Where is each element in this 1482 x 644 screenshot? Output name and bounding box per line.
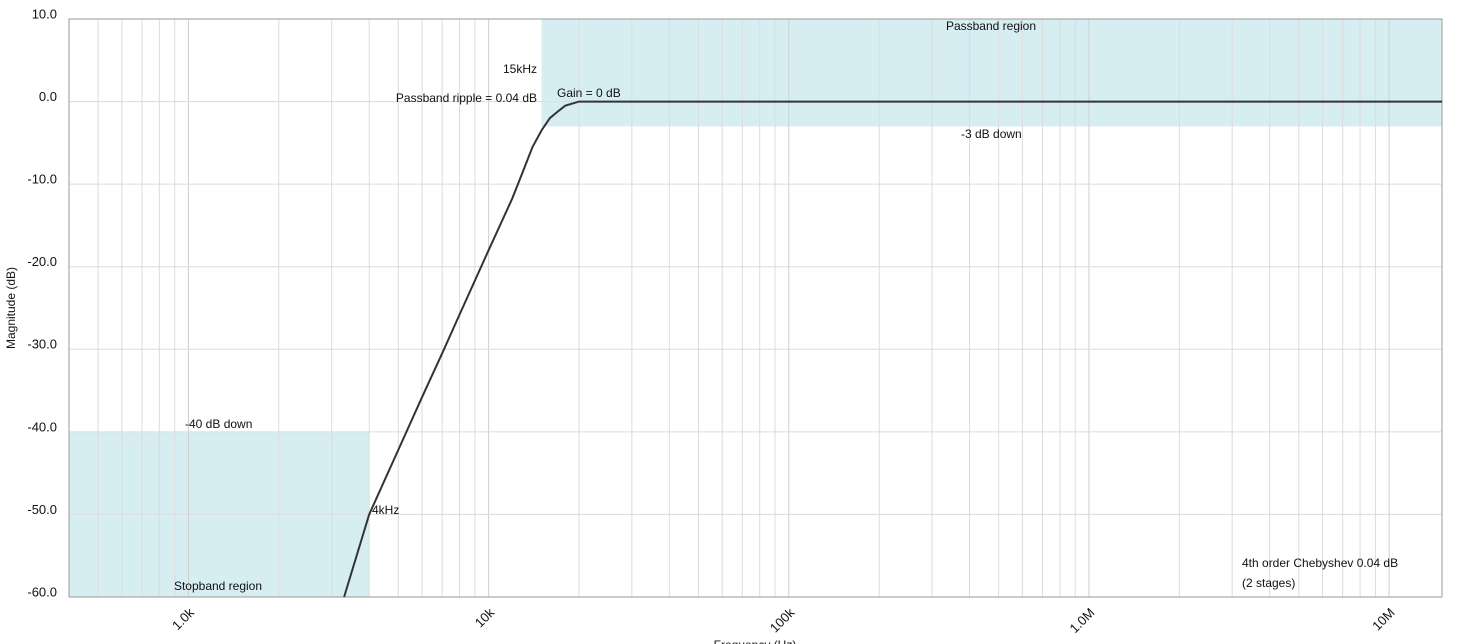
line — [343, 100, 1442, 598]
x-tick-label: 10M — [1369, 605, 1397, 633]
y-tick-label: 10.0 — [32, 6, 57, 21]
annotation: 15kHz — [503, 62, 537, 76]
y-tick-label: -10.0 — [27, 172, 57, 187]
annotation: Gain = 0 dB — [557, 86, 621, 100]
y-tick-label: -60.0 — [27, 584, 57, 599]
y-tick-label: -30.0 — [27, 337, 57, 352]
y-tick-label: 0.0 — [39, 89, 57, 104]
x-tick-label: 10k — [472, 605, 498, 631]
y-tick-label: -40.0 — [27, 419, 57, 434]
annotation: 4th order Chebyshev 0.04 dB — [1242, 556, 1398, 570]
annotation: -3 dB down — [961, 127, 1022, 141]
region-label: Stopband region — [174, 579, 262, 593]
annotation: 4kHz — [372, 503, 399, 517]
annotation: Passband ripple = 0.04 dB — [396, 91, 537, 105]
x-tick-label: 1.0M — [1066, 605, 1097, 636]
annotation: (2 stages) — [1242, 576, 1295, 590]
region — [541, 19, 1442, 127]
x-tick-label: 100k — [767, 605, 798, 636]
region-label: Passband region — [946, 19, 1036, 33]
x-tick-label: 1.0k — [169, 605, 197, 633]
y-tick-label: -20.0 — [27, 254, 57, 269]
plot-frame — [68, 18, 1443, 598]
y-tick-label: -50.0 — [27, 502, 57, 517]
y-axis-title: Magnitude (dB) — [4, 267, 18, 349]
annotation: -40 dB down — [185, 417, 252, 431]
x-axis-title: Frequency (Hz) — [714, 638, 797, 644]
